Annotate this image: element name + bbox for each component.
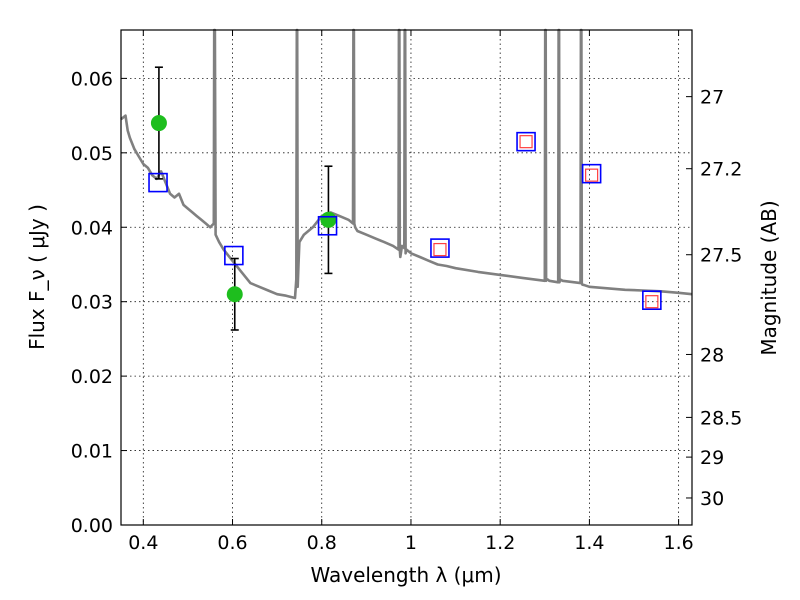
- model-flux-square: [224, 245, 244, 266]
- y2-tick-label: 27.2: [700, 159, 742, 181]
- model-flux-square: [430, 238, 450, 258]
- x-axis-title: Wavelength λ (μm): [310, 563, 501, 587]
- tick-labels: 0.4 0.6 0.8 1 1.2 1.4 1.6 0.00 0.01 0.02 0.03 0.04 0…: [71, 68, 743, 554]
- model-flux-square: [148, 172, 168, 193]
- model-flux-square: [581, 163, 602, 184]
- y2-tick-label: 29: [700, 447, 724, 469]
- x-tick-label: 1.2: [485, 532, 515, 554]
- y-tick-label: 0.03: [71, 292, 113, 314]
- y2-tick-label: 27: [700, 87, 724, 109]
- y-tick-label: 0.02: [71, 366, 113, 388]
- predicted-flux-square: [585, 168, 599, 182]
- x-tick-label: 0.8: [307, 532, 337, 554]
- x-tick-label: 1.4: [574, 532, 604, 554]
- observed-flux-point: [320, 211, 337, 228]
- predicted-flux-square: [645, 295, 659, 309]
- y-tick-label: 0.04: [71, 217, 113, 239]
- x-tick-label: 0.6: [217, 532, 247, 554]
- model-flux-square: [516, 131, 536, 152]
- spectrum-line: [120, 28, 693, 300]
- plot-frame: [120, 29, 693, 526]
- x-tick-label: 1: [405, 532, 417, 554]
- observed-flux-point: [150, 115, 167, 132]
- y2-tick-label: 28.5: [700, 407, 742, 429]
- predicted-flux-square: [519, 135, 533, 149]
- y-tick-label: 0.01: [71, 441, 113, 463]
- y2-tick-label: 30: [700, 488, 724, 510]
- observed-flux-point: [226, 286, 243, 303]
- y2-axis-title: Magnitude (AB): [757, 200, 781, 355]
- y-tick-label: 0.06: [71, 68, 113, 90]
- predicted-flux-square: [433, 242, 447, 257]
- x-tick-label: 1.6: [664, 532, 694, 554]
- y2-tick-label: 28: [700, 344, 724, 366]
- y2-tick-label: 27.5: [700, 245, 742, 267]
- y-tick-label: 0.05: [71, 143, 113, 165]
- y-tick-label: 0.00: [71, 515, 113, 537]
- x-tick-label: 0.4: [128, 532, 158, 554]
- model-flux-square: [642, 290, 662, 311]
- y-axis-title: Flux F_ν ( μJy ): [25, 204, 49, 350]
- model-flux-square: [317, 215, 338, 236]
- model-spectrum: [120, 28, 693, 300]
- axis-ticks: [121, 30, 692, 526]
- photometry-points: [148, 66, 662, 331]
